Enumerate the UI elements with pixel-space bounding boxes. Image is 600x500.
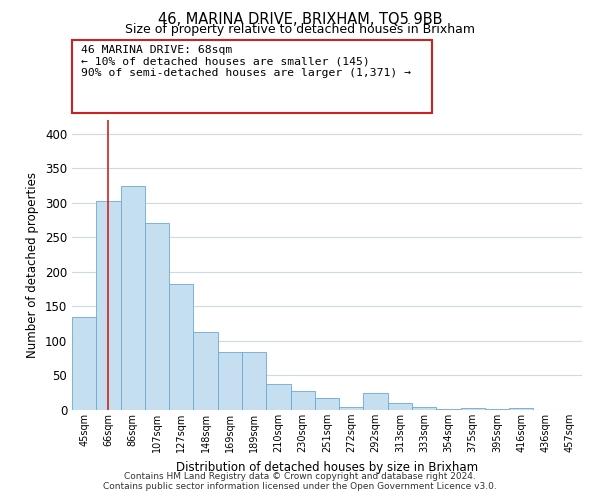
Text: 46, MARINA DRIVE, BRIXHAM, TQ5 9BB: 46, MARINA DRIVE, BRIXHAM, TQ5 9BB bbox=[158, 12, 442, 28]
Bar bbox=[364, 392, 388, 410]
Bar bbox=[193, 332, 218, 410]
Bar bbox=[266, 384, 290, 410]
Text: 46 MARINA DRIVE: 68sqm
← 10% of detached houses are smaller (145)
90% of semi-de: 46 MARINA DRIVE: 68sqm ← 10% of detached… bbox=[81, 45, 411, 78]
Text: Contains HM Land Registry data © Crown copyright and database right 2024.: Contains HM Land Registry data © Crown c… bbox=[124, 472, 476, 481]
Bar bbox=[436, 408, 461, 410]
Bar bbox=[412, 406, 436, 410]
Bar bbox=[461, 408, 485, 410]
Bar bbox=[218, 352, 242, 410]
Text: Contains public sector information licensed under the Open Government Licence v3: Contains public sector information licen… bbox=[103, 482, 497, 491]
Y-axis label: Number of detached properties: Number of detached properties bbox=[26, 172, 40, 358]
Bar bbox=[315, 398, 339, 410]
Bar bbox=[388, 403, 412, 410]
Bar bbox=[145, 223, 169, 410]
Bar bbox=[96, 201, 121, 410]
Bar bbox=[242, 352, 266, 410]
Bar bbox=[509, 408, 533, 410]
Bar bbox=[290, 392, 315, 410]
Text: Size of property relative to detached houses in Brixham: Size of property relative to detached ho… bbox=[125, 22, 475, 36]
Bar bbox=[169, 284, 193, 410]
Bar bbox=[121, 186, 145, 410]
Bar bbox=[72, 317, 96, 410]
X-axis label: Distribution of detached houses by size in Brixham: Distribution of detached houses by size … bbox=[176, 460, 478, 473]
Bar bbox=[339, 406, 364, 410]
